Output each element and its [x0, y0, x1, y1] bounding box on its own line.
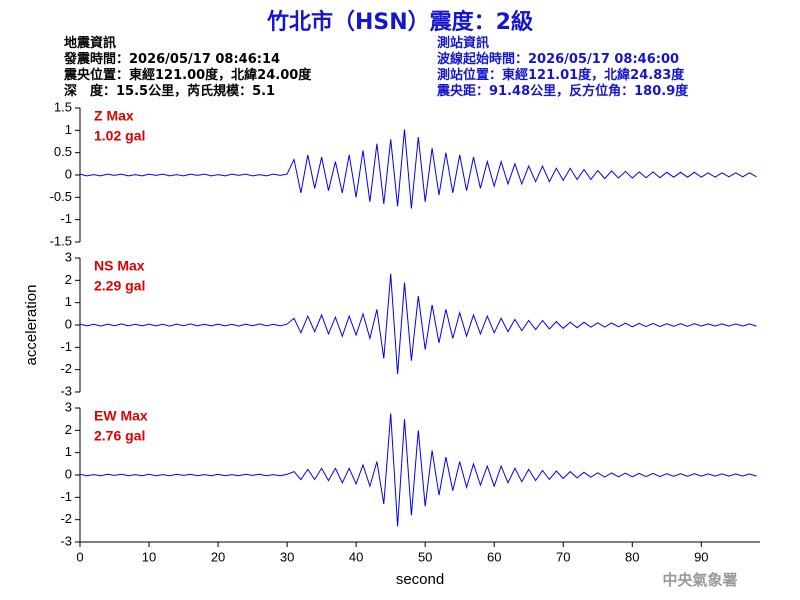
station-info: 測站資訊 波線起始時間：2026/05/17 08:46:00 測站位置：東經1… — [437, 36, 688, 100]
info-line: 震央位置：東經121.00度，北緯24.00度 — [64, 68, 312, 83]
y-tick-label: -1 — [60, 489, 72, 504]
y-tick-label: 1 — [65, 294, 72, 309]
y-tick-label: 1 — [65, 122, 72, 137]
y-tick-label: 3 — [65, 249, 72, 264]
y-tick-label: -3 — [60, 383, 72, 398]
x-tick-label: 70 — [556, 549, 570, 564]
y-tick-label: 1.5 — [54, 99, 72, 114]
x-tick-label: 20 — [211, 549, 225, 564]
info-line: 測站位置：東經121.01度，北緯24.83度 — [437, 68, 685, 83]
annotation: 1.02 gal — [94, 128, 145, 144]
x-tick-label: 50 — [418, 549, 432, 564]
y-tick-label: -1.5 — [50, 233, 72, 248]
y-tick-label: -2 — [60, 511, 72, 526]
x-tick-label: 80 — [625, 549, 639, 564]
info-line: 發震時間：2026/05/17 08:46:14 — [64, 52, 281, 67]
y-tick-label: 1 — [65, 444, 72, 459]
y-tick-label: 2 — [65, 272, 72, 287]
y-tick-label: -2 — [60, 361, 72, 376]
y-tick-label: 0 — [65, 166, 72, 181]
title: 竹北市（HSN）震度：2級 — [267, 10, 533, 35]
x-tick-label: 30 — [280, 549, 294, 564]
y-tick-label: -3 — [60, 533, 72, 548]
quake-info: 地震資訊 發震時間：2026/05/17 08:46:14 震央位置：東經121… — [64, 36, 311, 100]
y-tick-label: -0.5 — [50, 189, 72, 204]
waveform — [79, 413, 757, 527]
y-tick-label: -1 — [60, 339, 72, 354]
waveform — [79, 129, 757, 209]
info-line: 地震資訊 — [64, 36, 117, 51]
x-axis-label: second — [396, 571, 444, 588]
annotation: NS Max — [94, 258, 145, 274]
annotation: 2.29 gal — [94, 278, 145, 294]
info-line: 深 度：15.5公里，芮氏規模：5.1 — [64, 84, 276, 99]
x-tick-label: 40 — [349, 549, 363, 564]
y-tick-label: 2 — [65, 422, 72, 437]
info-line: 波線起始時間：2026/05/17 08:46:00 — [437, 52, 680, 67]
info-line: 震央距：91.48公里，反方位角：180.9度 — [437, 84, 689, 99]
x-tick-label: 60 — [487, 549, 501, 564]
footer: 中央氣象署 — [662, 571, 737, 589]
annotation: EW Max — [94, 408, 148, 424]
x-tick-label: 0 — [76, 549, 83, 564]
y-tick-label: 3 — [65, 399, 72, 414]
x-tick-label: 10 — [142, 549, 156, 564]
info-line: 測站資訊 — [437, 36, 490, 51]
waveform — [79, 273, 757, 375]
x-tick-label: 90 — [694, 549, 708, 564]
y-tick-label: 0 — [65, 466, 72, 481]
y-tick-label: -1 — [60, 211, 72, 226]
y-tick-label: 0 — [65, 316, 72, 331]
annotation: Z Max — [94, 108, 134, 124]
y-tick-label: 0.5 — [54, 144, 72, 159]
y-axis-label: acceleration — [23, 285, 40, 366]
annotation: 2.76 gal — [94, 428, 145, 444]
